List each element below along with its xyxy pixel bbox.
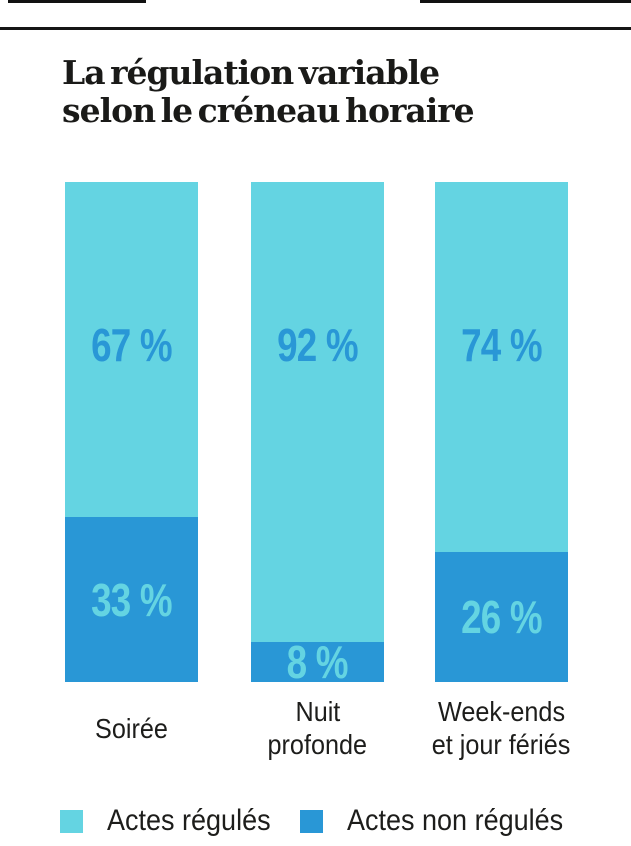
legend-item-1: Actes régulés	[60, 806, 289, 836]
value-label-regules: 74 %	[435, 319, 568, 371]
value-label-non-regules: 33 %	[91, 573, 172, 626]
segment-regules	[65, 182, 198, 517]
legend-swatch-1	[60, 809, 83, 833]
chart-title-line2: selon le créneau horaire	[62, 91, 475, 130]
value-text: 74 %	[461, 319, 542, 371]
category-label-line: Week-ends	[437, 696, 565, 727]
segment-regules	[251, 182, 384, 642]
segment-non-regules: 8 %	[251, 636, 384, 688]
top-crop-mark-right	[420, 0, 631, 3]
legend-item-2: Actes non régulés	[300, 806, 587, 836]
legend-swatch-2	[300, 809, 323, 833]
category-label-line: Soirée	[95, 712, 168, 744]
legend-label-1: Actes régulés	[107, 804, 271, 837]
value-label-non-regules: 8 %	[286, 636, 349, 688]
segment-regules	[435, 182, 568, 552]
chart-title-line1: La régulation variable	[62, 53, 440, 92]
value-label-regules: 92 %	[251, 319, 384, 371]
category-label-line: profonde	[267, 729, 368, 760]
value-text: 67 %	[91, 319, 172, 371]
segment-non-regules: 33 %	[65, 517, 198, 682]
top-divider-rule	[0, 27, 631, 30]
category-label-1: Soirée	[22, 690, 242, 766]
legend-label-2: Actes non régulés	[347, 804, 564, 837]
stacked-bar-2: 8 % 92 %	[251, 182, 384, 688]
value-label-regules: 67 %	[65, 319, 198, 371]
category-label-2: Nuit profonde	[208, 690, 428, 766]
value-label-non-regules: 26 %	[461, 591, 542, 643]
segment-non-regules: 26 %	[435, 552, 568, 682]
category-label-3: Week-ends et jour fériés	[392, 690, 612, 766]
stacked-bar-1: 33 % 67 %	[65, 182, 198, 682]
chart-title: La régulation variable selon le créneau …	[62, 53, 475, 130]
value-text: 92 %	[277, 319, 358, 371]
category-label-line: Nuit	[295, 696, 340, 727]
top-crop-mark-left	[8, 0, 146, 3]
category-label-line: et jour fériés	[432, 729, 571, 760]
stacked-bar-3: 26 % 74 %	[435, 182, 568, 682]
